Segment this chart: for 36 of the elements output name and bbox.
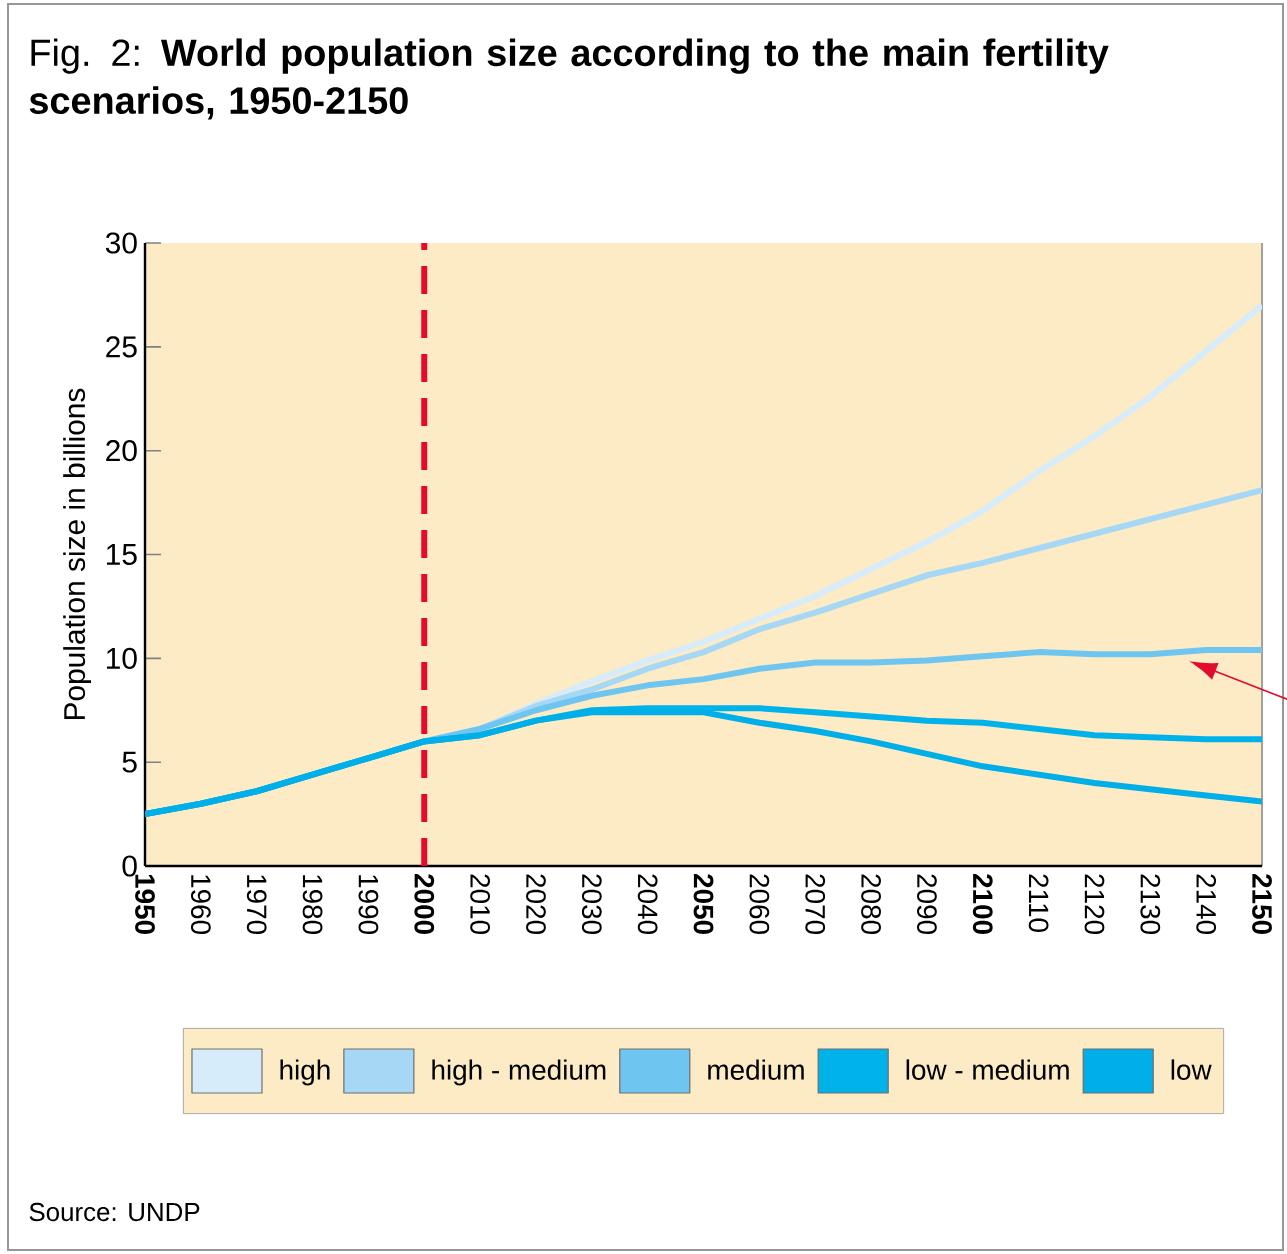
chart-title: Fig. 2: World population size according to the main fertility scenarios, 1950-2150 xyxy=(29,38,1109,120)
legend-label: low - medium xyxy=(906,1059,1069,1080)
y-axis-title: Population size in billions xyxy=(63,388,92,720)
x-tick-label: 2010 xyxy=(470,874,490,935)
x-tick-label: 2140 xyxy=(1196,874,1217,935)
x-tick-label: 2070 xyxy=(805,874,826,935)
x-tick-label: 2100 xyxy=(972,874,993,934)
legend-label: high xyxy=(280,1059,330,1086)
y-tick-label: 5 xyxy=(122,751,137,773)
x-tick-label: 1990 xyxy=(358,875,379,935)
x-tick-label: 2130 xyxy=(1140,874,1161,935)
x-tick-label: 2030 xyxy=(581,874,602,935)
source-note: Source: UNDP xyxy=(29,1202,200,1222)
x-tick-label: 2060 xyxy=(749,874,770,935)
x-tick-label: 2110 xyxy=(1028,874,1049,932)
x-tick-label: 2040 xyxy=(637,874,658,935)
y-tick-label: 0 xyxy=(122,855,137,877)
x-tick-label: 2080 xyxy=(861,874,881,935)
x-tick-label: 2120 xyxy=(1084,874,1105,935)
legend-label: medium xyxy=(708,1059,804,1080)
x-tick-label: 1960 xyxy=(190,875,211,935)
x-tick-label: 1980 xyxy=(302,875,323,935)
x-tick-label: 1950 xyxy=(135,874,155,934)
x-tick-label: 1970 xyxy=(246,875,267,935)
x-tick-label: 2150 xyxy=(1252,874,1272,934)
x-tick-label: 2050 xyxy=(693,874,714,934)
y-tick-label: 10 xyxy=(107,647,137,669)
legend-label: high - medium xyxy=(432,1059,606,1086)
y-tick-label: 15 xyxy=(107,544,137,565)
legend-label: low xyxy=(1171,1059,1212,1080)
y-tick-label: 30 xyxy=(105,232,137,254)
x-tick-label: 2090 xyxy=(917,874,937,935)
y-tick-label: 25 xyxy=(106,336,137,358)
y-tick-label: 20 xyxy=(106,440,137,462)
x-tick-label: 2000 xyxy=(414,874,435,934)
x-tick-label: 2020 xyxy=(526,874,546,935)
